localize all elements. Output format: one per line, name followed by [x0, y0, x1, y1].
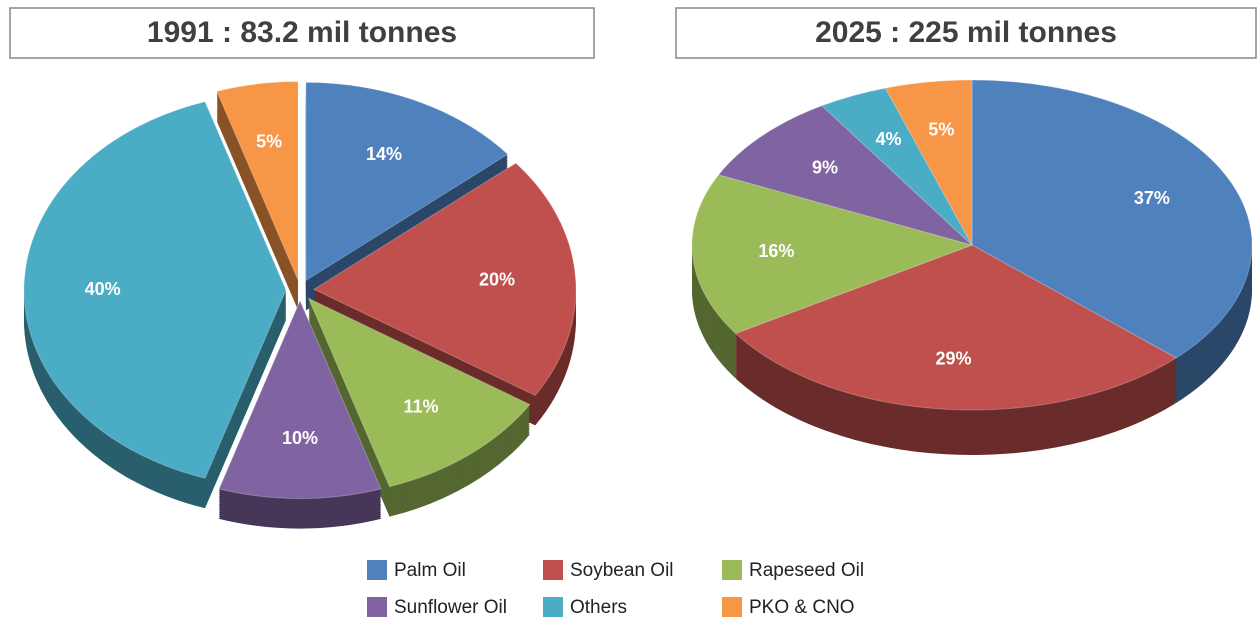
legend-swatch	[722, 560, 742, 580]
legend-label: Rapeseed Oil	[749, 560, 864, 581]
legend-swatch	[543, 560, 563, 580]
pie-slice	[312, 162, 577, 397]
data-label: 16%	[758, 241, 794, 261]
pie-slice	[216, 81, 299, 280]
pie-slice	[884, 79, 973, 246]
data-label: 14%	[366, 144, 402, 164]
legend-swatch	[367, 560, 387, 580]
pie-slice	[307, 297, 531, 488]
chart-title: 1991 : 83.2 mil tonnes	[147, 16, 457, 49]
legend-label: Palm Oil	[394, 560, 466, 581]
data-label: 5%	[928, 120, 954, 140]
data-label: 29%	[936, 349, 972, 369]
legend-label: Soybean Oil	[570, 560, 674, 581]
data-label: 40%	[85, 279, 121, 299]
data-label: 10%	[282, 428, 318, 448]
legend-label: Sunflower Oil	[394, 597, 507, 618]
legend-swatch	[543, 597, 563, 617]
legend-swatch	[367, 597, 387, 617]
data-label: 20%	[479, 269, 515, 289]
pie-slice	[821, 87, 973, 246]
data-label: 9%	[812, 157, 838, 177]
pie-slice	[717, 105, 973, 246]
pie-slice	[23, 101, 287, 479]
chart-title: 2025 : 225 mil tonnes	[815, 16, 1117, 49]
pie-slice	[305, 81, 509, 282]
pie-slice	[971, 79, 1253, 359]
data-label: 4%	[876, 129, 902, 149]
data-label: 11%	[403, 397, 438, 417]
pie-slice	[691, 174, 974, 334]
title-box	[9, 7, 595, 59]
legend-label: Others	[570, 597, 627, 618]
data-label: 5%	[256, 131, 282, 151]
pie-slice	[218, 299, 382, 500]
title-box	[675, 7, 1257, 59]
data-label: 37%	[1134, 188, 1170, 208]
legend-swatch	[722, 597, 742, 617]
pie-slice	[734, 244, 1178, 411]
legend-label: PKO & CNO	[749, 597, 855, 618]
